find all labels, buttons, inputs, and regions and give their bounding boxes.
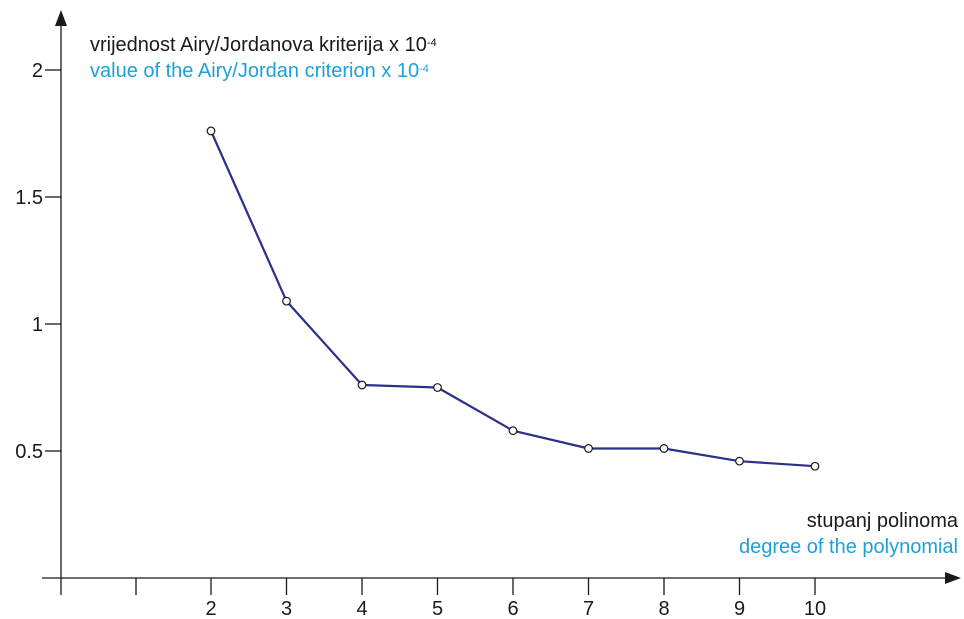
data-point — [735, 456, 744, 466]
y-axis-arrow — [55, 10, 67, 26]
data-point — [584, 444, 593, 453]
x-tick-label: 7 — [583, 598, 594, 619]
y-tick-label: 1 — [32, 314, 43, 336]
data-points — [206, 126, 820, 471]
data-point — [810, 461, 820, 471]
data-point — [659, 444, 669, 453]
x-axis-arrow — [945, 572, 961, 584]
y-axis-title: vrijednost Airy/Jordanova kriterija x 10… — [90, 32, 437, 84]
y-tick-label: 2 — [32, 60, 43, 82]
data-point — [206, 126, 216, 136]
x-tick-label: 10 — [804, 598, 826, 619]
x-tick-label: 8 — [658, 598, 669, 619]
x-axis-title: stupanj polinoma degree of the polynomia… — [739, 508, 958, 560]
x-tick-label: 6 — [507, 598, 518, 619]
x-tick-label: 5 — [432, 598, 443, 619]
axes — [42, 10, 961, 595]
data-point — [433, 383, 442, 392]
x-tick-label: 4 — [356, 598, 367, 619]
y-ticks: 0.5 1 1.5 2 — [15, 60, 61, 463]
y-axis-title-line2: value of the Airy/Jordan criterion x 10-… — [90, 60, 429, 82]
data-point — [508, 426, 518, 436]
y-axis-title-line1: vrijednost Airy/Jordanova kriterija x 10… — [90, 34, 437, 56]
data-point — [282, 296, 291, 306]
data-point — [357, 380, 367, 390]
x-ticks: 2 3 4 5 6 7 8 9 10 — [205, 578, 826, 619]
x-tick-label: 9 — [734, 598, 745, 619]
series-line — [209, 130, 816, 468]
x-tick-label: 3 — [281, 598, 292, 619]
y-tick-label: 0.5 — [15, 441, 43, 463]
x-axis-title-line1: stupanj polinoma — [806, 510, 958, 532]
x-axis-title-line2: degree of the polynomial — [738, 536, 958, 558]
x-tick-label: 2 — [205, 598, 216, 619]
y-tick-label: 1.5 — [15, 187, 43, 209]
